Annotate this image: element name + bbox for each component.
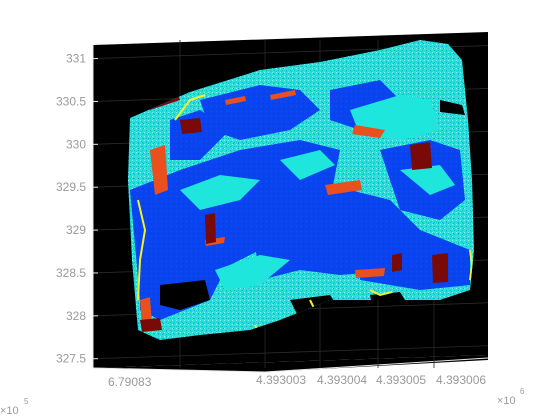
x-exponent-power: 5: [24, 397, 29, 406]
y-exponent: ×10 6: [497, 387, 525, 407]
floor-edge-right: [264, 357, 489, 373]
point-cloud: [128, 40, 474, 340]
floor-edge-left: [92, 367, 266, 373]
z-axis-ticks: 327.5 328 328.5 329 329.5 330 330.5 331: [56, 52, 98, 366]
y-tick-label: 4.393006: [436, 373, 486, 387]
x-exponent: ×10 5: [0, 397, 29, 417]
y-tick-label: 4.393003: [256, 373, 306, 387]
z-gridline: [92, 345, 489, 360]
orange-streaks: [140, 90, 385, 328]
z-tick-label: 330: [66, 137, 86, 151]
y-exponent-base: ×10: [497, 395, 516, 407]
cyan-bands: [180, 95, 455, 290]
z-tick-label: 329: [66, 223, 86, 237]
x-axis-ticks: 6.79083: [108, 375, 152, 389]
z-tick-label: 328: [66, 309, 86, 323]
x-exponent-base: ×10: [0, 405, 19, 417]
z-tick-label: 329.5: [56, 180, 86, 194]
y-tick-label: 4.393005: [376, 373, 426, 387]
z-tick-label: 328.5: [56, 266, 86, 280]
x-tick-label: 6.79083: [108, 375, 152, 389]
z-tick-label: 327.5: [56, 352, 86, 366]
y-tick-label: 4.393004: [317, 373, 367, 387]
z-tick-label: 331: [66, 52, 86, 66]
floor-pane: [93, 355, 488, 372]
z-tick-label: 330.5: [56, 94, 86, 108]
y-exponent-power: 6: [520, 387, 525, 396]
y-axis-ticks: 4.393003 4.393004 4.393005 4.393006: [256, 373, 486, 387]
